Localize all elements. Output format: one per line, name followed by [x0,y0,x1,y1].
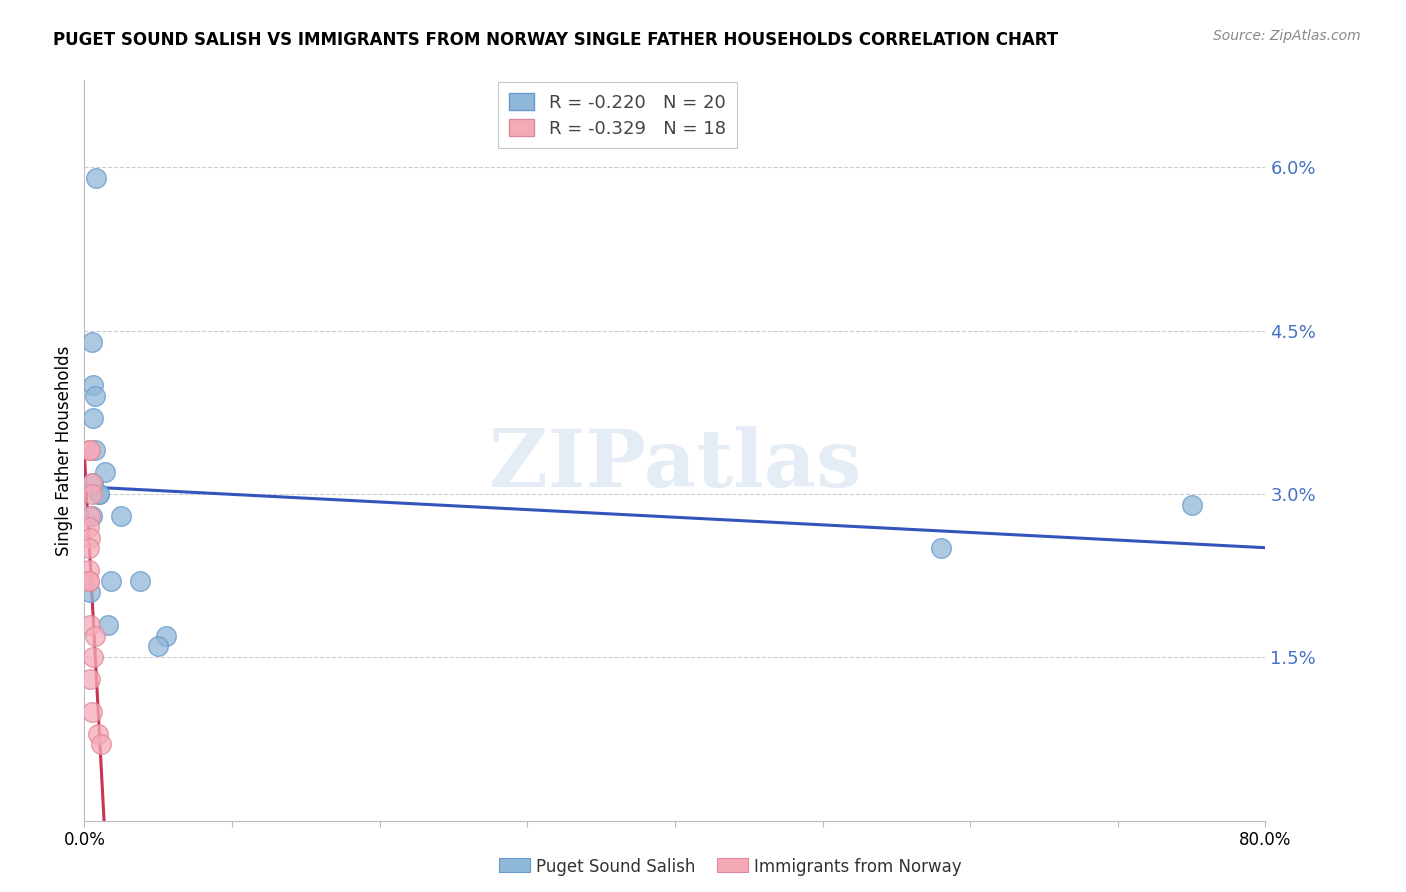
Point [129,574,152,588]
Point [1181,498,1204,512]
Point [90,738,112,752]
Text: Puget Sound Salish: Puget Sound Salish [536,858,695,876]
Point [80,487,103,501]
Text: Immigrants from Norway: Immigrants from Norway [754,858,962,876]
Point [79,531,101,545]
Point [84,171,107,186]
Point [97,617,120,632]
Point [79,617,101,632]
Y-axis label: Single Father Households: Single Father Households [55,345,73,556]
Point [94,465,117,479]
Point [148,640,170,654]
Point [77,563,100,577]
Point [80,705,103,719]
Point [83,443,105,458]
Point [80,334,103,349]
Point [82,378,104,392]
Point [82,410,104,425]
Legend: R = -0.220   N = 20, R = -0.329   N = 18: R = -0.220 N = 20, R = -0.329 N = 18 [498,82,737,148]
Point [87,487,111,501]
Point [155,628,177,642]
Point [79,672,101,686]
Point [77,443,100,458]
Point [86,726,108,740]
Point [77,519,100,533]
Point [80,508,103,523]
Point [87,487,111,501]
Point [100,574,122,588]
Point [79,508,101,523]
Text: Source: ZipAtlas.com: Source: ZipAtlas.com [1213,29,1361,43]
Point [929,541,952,556]
Point [82,650,104,665]
Point [83,389,105,403]
Point [77,574,100,588]
Point [83,628,105,642]
Point [77,574,100,588]
Point [110,508,132,523]
Point [77,541,100,556]
Point [80,476,103,491]
Point [82,476,104,491]
Point [79,585,101,599]
Point [79,443,101,458]
Text: ZIPatlas: ZIPatlas [489,426,860,504]
Text: PUGET SOUND SALISH VS IMMIGRANTS FROM NORWAY SINGLE FATHER HOUSEHOLDS CORRELATIO: PUGET SOUND SALISH VS IMMIGRANTS FROM NO… [53,31,1059,49]
